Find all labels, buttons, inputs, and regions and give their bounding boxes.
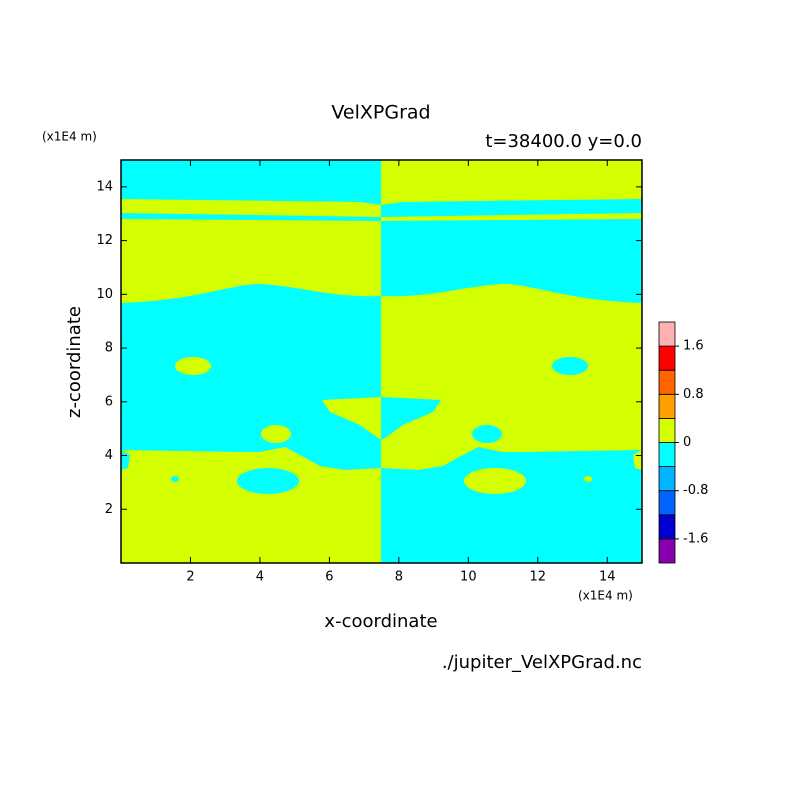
plot-frame (120, 159, 643, 564)
contour-region (464, 468, 526, 494)
y-tick-label: 2 (105, 502, 113, 517)
x-tick-label: 4 (256, 570, 264, 585)
y-unit: (x1E4 m) (42, 130, 97, 144)
contour-region (171, 476, 179, 482)
colorbar-box (658, 466, 676, 492)
colorbar-label: -1.6 (683, 531, 708, 546)
colorbar-label: 0 (683, 435, 691, 450)
colorbar-box (658, 538, 676, 564)
contour-region (121, 284, 382, 470)
colorbar-box (658, 514, 676, 540)
contour-region (584, 476, 592, 482)
x-tick-label: 12 (530, 570, 547, 585)
colorbar-box (658, 369, 676, 395)
x-tick-label: 2 (186, 570, 194, 585)
source-file: ./jupiter_VelXPGrad.nc (442, 652, 642, 673)
contour-region (472, 425, 502, 443)
y-tick-label: 12 (96, 233, 113, 248)
contour-region (121, 450, 130, 470)
contour-region (381, 213, 642, 221)
contour-field (121, 160, 642, 563)
x-tick-label: 14 (599, 570, 616, 585)
contour-region (121, 160, 382, 205)
contour-region (237, 468, 299, 494)
colorbar-label: 1.6 (683, 339, 704, 354)
contour-region (381, 284, 642, 470)
chart-title: VelXPGrad (331, 102, 430, 124)
contour-region (633, 450, 642, 470)
colorbar-box (658, 442, 676, 468)
colorbar-box (658, 393, 676, 419)
y-tick-label: 14 (96, 179, 113, 194)
x-tick-label: 10 (460, 570, 477, 585)
colorbar-box (658, 345, 676, 371)
x-tick-label: 8 (395, 570, 403, 585)
y-axis-label: z-coordinate (64, 306, 85, 418)
x-tick-label: 6 (325, 570, 333, 585)
colorbar-label: -0.8 (683, 483, 708, 498)
contour-region (121, 213, 382, 221)
colorbar-box (658, 490, 676, 516)
contour-region (381, 160, 642, 205)
contour-region (175, 357, 211, 375)
y-tick-label: 8 (105, 341, 113, 356)
colorbar-box (658, 417, 676, 443)
colorbar-box (658, 321, 676, 347)
y-tick-label: 4 (105, 448, 113, 463)
contour-region (552, 357, 588, 375)
colorbar-label: 0.8 (683, 387, 704, 402)
y-tick-label: 10 (96, 287, 113, 302)
contour-region (261, 425, 291, 443)
x-unit: (x1E4 m) (578, 589, 633, 603)
y-tick-label: 6 (105, 394, 113, 409)
x-axis-label: x-coordinate (324, 611, 437, 632)
subtitle: t=38400.0 y=0.0 (485, 131, 642, 152)
